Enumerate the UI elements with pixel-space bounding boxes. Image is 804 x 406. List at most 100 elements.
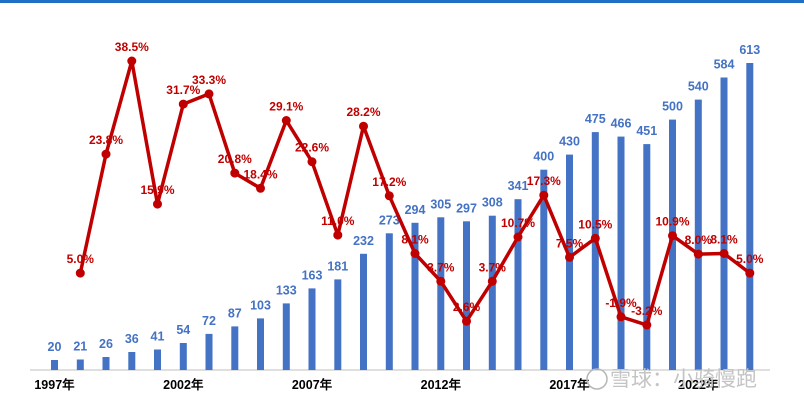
- bar-2009: [360, 253, 367, 370]
- growth-label-2021: 10.9%: [655, 215, 689, 229]
- growth-point-2015: [513, 232, 523, 242]
- bar-label-1999: 26: [99, 337, 113, 351]
- bar-label-2000: 36: [125, 332, 139, 346]
- bar-label-2012: 305: [430, 197, 451, 211]
- top-border-line: [0, 0, 804, 3]
- growth-label-2000: 38.5%: [115, 40, 149, 54]
- growth-label-2005: 18.4%: [243, 167, 277, 181]
- growth-point-2013: [462, 316, 471, 326]
- growth-label-2011: 8.1%: [401, 233, 429, 247]
- growth-label-2018: 10.5%: [578, 217, 612, 231]
- growth-label-2016: 17.3%: [527, 174, 561, 188]
- bar-2018: [591, 132, 599, 370]
- bar-2023: [720, 77, 728, 370]
- bar-label-2016: 400: [533, 150, 554, 164]
- growth-label-2007: 22.6%: [295, 141, 329, 155]
- bar-2007: [308, 288, 316, 370]
- bar-label-2007: 163: [302, 268, 323, 282]
- bar-2019: [617, 136, 625, 370]
- growth-value-labels: 5.0% 23.8% 38.5% 15.9% 31.7%33.3% 20.8%18.4% 2…: [67, 40, 764, 318]
- growth-label-1998: 5.0%: [67, 252, 95, 266]
- bar-label-2018: 475: [585, 112, 606, 126]
- bar-2008: [334, 279, 342, 370]
- growth-label-2004: 20.8%: [218, 152, 252, 166]
- growth-label-2019: -1.9%: [605, 296, 637, 310]
- growth-point-2008: [333, 230, 343, 240]
- bar-label-2020: 451: [636, 124, 657, 138]
- growth-point-2006: [281, 116, 291, 125]
- bar-2021: [669, 119, 676, 370]
- watermark: 雪球：小骑慢跑: [586, 367, 757, 391]
- bar-series: [51, 63, 754, 370]
- bar-label-2024: 613: [739, 43, 760, 57]
- bar-2012: [437, 217, 445, 370]
- bar-label-2014: 308: [482, 196, 503, 210]
- bar-2002: [179, 343, 187, 370]
- snowball-icon: [586, 368, 608, 390]
- growth-point-2002: [178, 99, 188, 109]
- growth-label-2024: 5.0%: [736, 252, 764, 266]
- growth-point-2021: [668, 231, 677, 241]
- bar-label-2015: 341: [508, 179, 529, 193]
- bar-2004: [231, 326, 239, 370]
- bar-2016: [540, 169, 548, 370]
- bar-1998: [76, 359, 84, 370]
- bar-label-2017: 430: [559, 135, 580, 149]
- x-tick-2022: 2022年: [678, 377, 719, 392]
- growth-label-2006: 29.1%: [269, 100, 303, 114]
- growth-point-2019: [616, 312, 626, 322]
- bar-2017: [566, 154, 573, 370]
- growth-point-2003: [204, 89, 214, 99]
- bar-label-2006: 133: [276, 283, 297, 297]
- bar-1997: [51, 360, 58, 370]
- growth-label-2015: 10.7%: [501, 216, 535, 230]
- bar-label-1998: 21: [73, 340, 87, 354]
- growth-label-2023: 8.1%: [710, 233, 738, 247]
- bar-label-2003: 72: [202, 314, 216, 328]
- bar-label-2019: 466: [611, 117, 632, 131]
- growth-point-2018: [590, 233, 600, 243]
- bar-label-2023: 584: [714, 58, 735, 72]
- bar-2020: [643, 144, 651, 370]
- bar-label-2009: 232: [353, 234, 374, 248]
- growth-label-2013: 2.6%: [453, 300, 481, 314]
- bar-label-2002: 54: [176, 323, 190, 337]
- growth-point-2016: [539, 190, 549, 200]
- growth-label-2001: 15.9%: [140, 183, 174, 197]
- growth-point-2000: [127, 56, 137, 66]
- bar-label-2010: 273: [379, 213, 400, 227]
- growth-point-1998: [75, 268, 85, 278]
- growth-line-series: [75, 56, 755, 330]
- bar-2003: [205, 333, 213, 370]
- growth-point-2022: [693, 249, 703, 259]
- growth-label-2017: 7.5%: [556, 236, 584, 250]
- bar-2000: [128, 352, 136, 370]
- bar-2014: [488, 215, 496, 370]
- bar-label-2011: 294: [405, 203, 426, 217]
- bar-1999: [102, 357, 110, 370]
- growth-label-2008: 11.0%: [321, 214, 355, 228]
- bar-label-2021: 500: [662, 100, 683, 114]
- growth-point-2014: [487, 276, 497, 286]
- bar-2010: [385, 233, 393, 370]
- bar-label-1997: 20: [48, 340, 62, 354]
- bar-label-2001: 41: [151, 330, 165, 344]
- bar-2022: [694, 99, 702, 370]
- growth-label-2014: 3.7%: [479, 260, 507, 274]
- growth-label-2012: 3.7%: [427, 260, 455, 274]
- bar-label-2005: 103: [250, 298, 271, 312]
- growth-point-2009: [359, 121, 368, 131]
- x-tick-2007: 2007年: [292, 377, 333, 392]
- growth-point-1999: [101, 149, 111, 159]
- bar-label-2004: 87: [228, 306, 242, 320]
- bar-2011: [411, 222, 419, 370]
- growth-point-2023: [719, 249, 729, 258]
- x-tick-2017: 2017年: [549, 377, 590, 392]
- growth-point-2024: [745, 268, 755, 278]
- bar-2006: [282, 303, 290, 370]
- bar-2015: [514, 199, 522, 370]
- growth-label-2020: -3.2%: [631, 304, 663, 318]
- growth-label-2003: 33.3%: [192, 73, 226, 87]
